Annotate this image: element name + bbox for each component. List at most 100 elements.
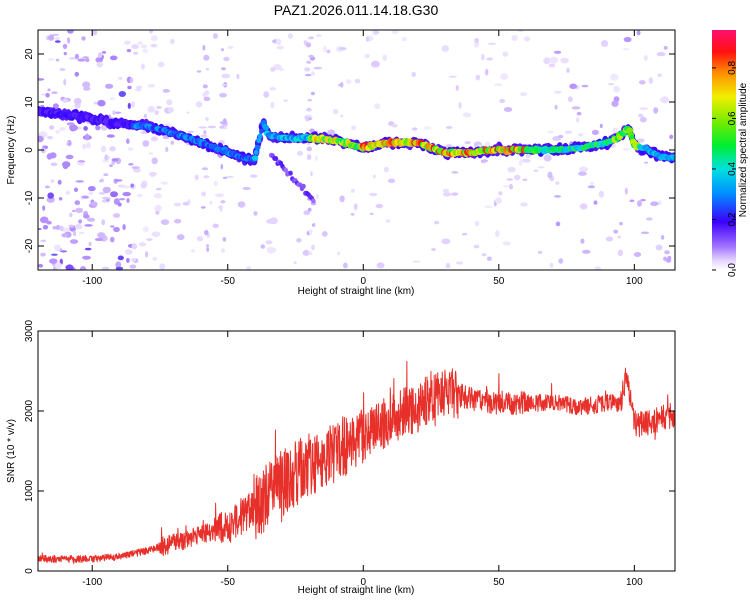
x-tick-label: 100 <box>626 577 643 588</box>
noise-blob <box>176 234 185 241</box>
x-tick-label: 100 <box>626 276 643 287</box>
noise-blob <box>40 239 47 242</box>
noise-blob <box>590 181 594 185</box>
noise-blob <box>84 224 93 227</box>
noise-blob <box>203 96 211 102</box>
noise-blob <box>221 73 231 79</box>
noise-blob <box>51 253 58 256</box>
noise-blob <box>205 117 209 121</box>
noise-blob <box>137 41 143 45</box>
noise-blob <box>451 171 459 174</box>
noise-blob <box>411 71 416 78</box>
y-tick-label: 10 <box>24 96 35 108</box>
noise-blob <box>643 55 648 62</box>
noise-blob <box>112 110 116 116</box>
noise-blob <box>219 205 223 212</box>
noise-blob <box>275 38 282 46</box>
noise-blob <box>656 52 666 57</box>
noise-blob <box>136 85 143 89</box>
noise-blob <box>60 250 68 253</box>
noise-blob <box>133 52 139 55</box>
noise-blob <box>49 152 57 159</box>
noise-blob <box>131 166 140 170</box>
noise-blob <box>366 36 370 42</box>
noise-blob <box>455 85 459 91</box>
noise-blob <box>302 250 311 256</box>
noise-blob <box>431 248 436 251</box>
noise-blob <box>382 54 388 62</box>
noise-blob <box>154 204 162 212</box>
noise-blob <box>484 205 493 209</box>
noise-blob <box>369 212 374 215</box>
snr-frame <box>37 330 676 572</box>
noise-blob <box>473 244 480 249</box>
noise-blob <box>111 158 119 162</box>
noise-blob <box>101 219 106 226</box>
noise-blob <box>502 241 512 246</box>
noise-blob <box>554 104 558 110</box>
noise-blob <box>308 229 313 235</box>
noise-blob <box>353 203 358 210</box>
noise-blob <box>201 191 207 197</box>
noise-blob <box>110 225 115 228</box>
noise-blob <box>613 85 621 93</box>
noise-blob <box>608 83 615 86</box>
noise-blob <box>83 86 91 91</box>
noise-blob <box>94 237 104 242</box>
noise-blob <box>495 197 502 204</box>
noise-blob <box>153 193 162 199</box>
noise-blob <box>533 169 539 172</box>
noise-blob <box>61 233 69 238</box>
noise-blob <box>195 101 203 108</box>
noise-blob <box>266 246 275 254</box>
noise-blob <box>553 50 562 54</box>
noise-blob <box>45 92 50 98</box>
noise-blob <box>109 97 116 101</box>
noise-blob <box>346 79 352 85</box>
y-tick-label: -10 <box>24 190 35 205</box>
colorbar-tick-label: 0.8 <box>727 61 738 75</box>
colorbar-tick-label: 0.6 <box>727 111 738 125</box>
noise-blob <box>594 266 601 270</box>
noise-blob <box>220 163 224 170</box>
noise-blob <box>401 37 408 42</box>
noise-blob <box>151 136 158 142</box>
colorbar-tick-label: 0.2 <box>727 212 738 226</box>
noise-blob <box>306 146 313 152</box>
noise-blob <box>50 179 54 183</box>
noise-blob <box>109 164 113 167</box>
noise-blob <box>655 244 663 251</box>
noise-blob <box>537 166 545 169</box>
noise-blob <box>75 207 84 213</box>
spectrogram-y-ticks: -20 -10 0 10 20 <box>24 48 675 253</box>
noise-blob <box>343 262 348 269</box>
noise-blob <box>547 171 553 179</box>
noise-blob <box>391 123 398 128</box>
noise-blob <box>154 110 159 116</box>
noise-blob <box>63 52 67 56</box>
noise-blob <box>518 159 523 166</box>
noise-blob <box>564 130 573 134</box>
noise-blob <box>38 135 44 143</box>
x-tick-label: -100 <box>82 577 102 588</box>
noise-blob <box>411 127 418 131</box>
noise-blob <box>144 251 149 258</box>
noise-blob <box>455 261 464 265</box>
noise-blob <box>131 101 135 108</box>
noise-blob <box>103 173 109 177</box>
noise-blob <box>196 70 202 73</box>
noise-blob <box>67 37 71 44</box>
noise-blob <box>242 187 251 190</box>
noise-blob <box>307 37 312 40</box>
noise-blob <box>148 171 157 177</box>
noise-blob <box>566 67 570 73</box>
noise-blob <box>101 196 111 200</box>
x-tick-label: -50 <box>221 577 236 588</box>
noise-blob <box>644 161 649 164</box>
noise-blob <box>283 99 288 102</box>
colorbar-gradient <box>712 30 736 270</box>
noise-blob <box>85 58 90 63</box>
noise-blob <box>441 238 451 245</box>
noise-blob <box>640 231 650 235</box>
